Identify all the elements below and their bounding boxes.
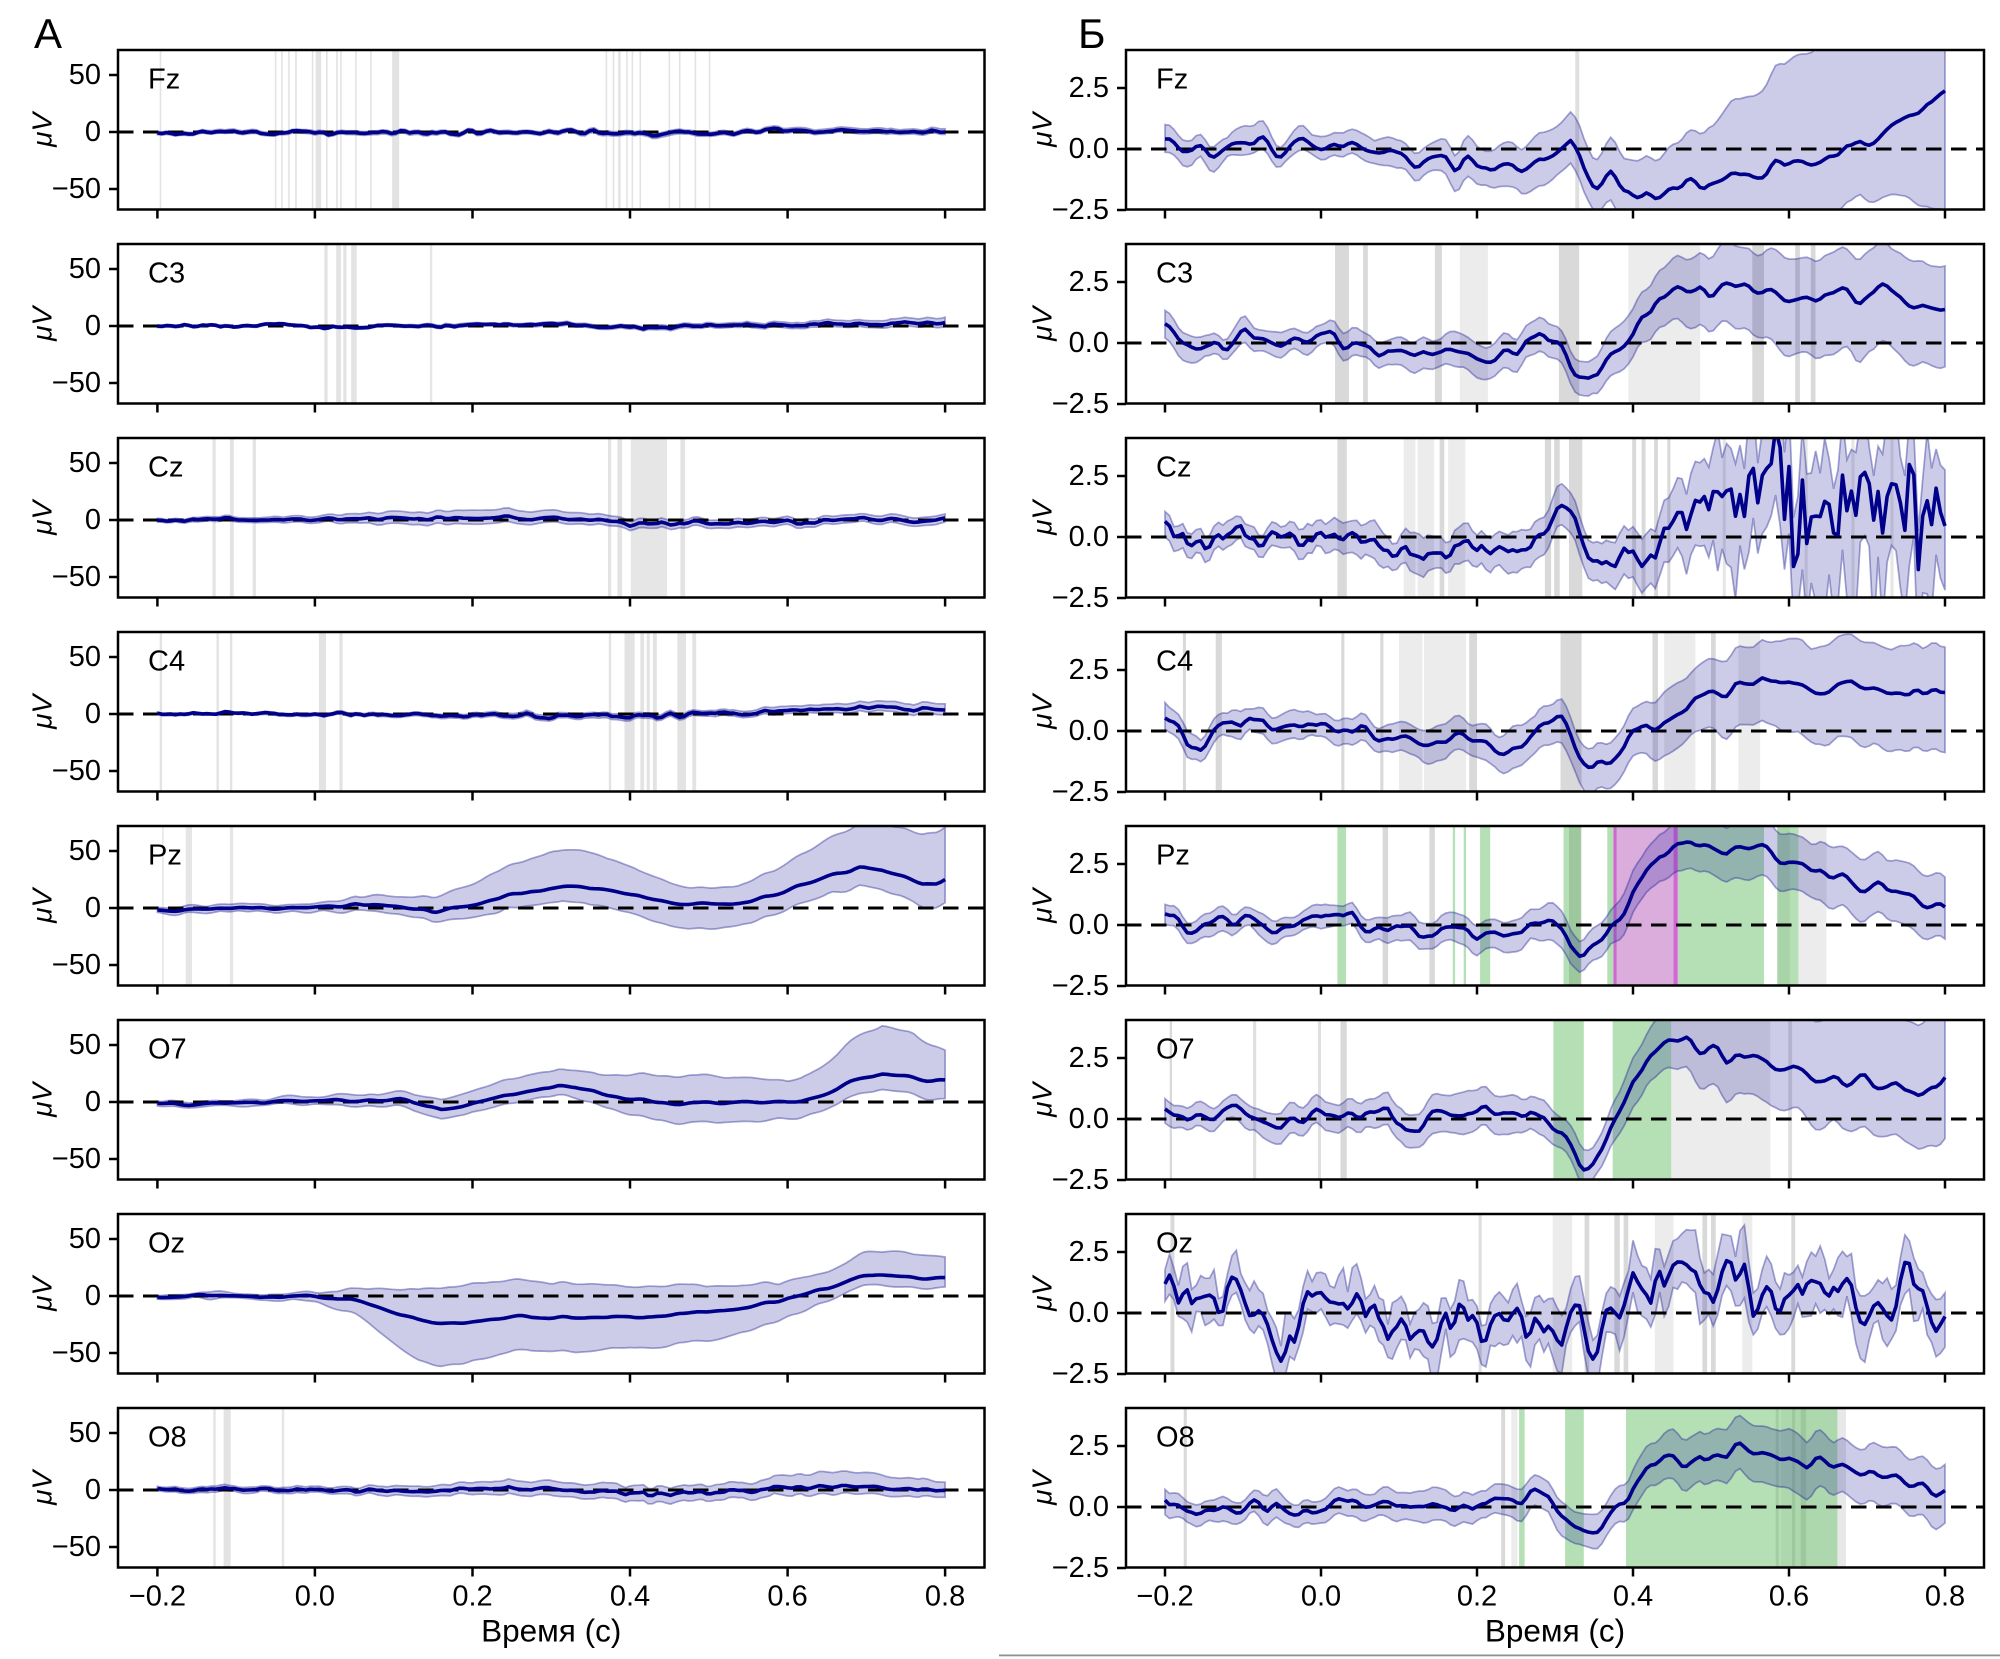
- svg-text:Oz: Oz: [148, 1228, 185, 1260]
- svg-text:Fz: Fz: [1156, 64, 1188, 96]
- svg-text:0: 0: [85, 1086, 101, 1118]
- svg-text:μV: μV: [1027, 304, 1058, 341]
- svg-text:μV: μV: [1027, 1468, 1058, 1505]
- svg-text:−0.2: −0.2: [129, 1581, 186, 1613]
- svg-text:0: 0: [85, 1280, 101, 1312]
- svg-text:0.0: 0.0: [1069, 1103, 1109, 1135]
- svg-text:0.0: 0.0: [1069, 521, 1109, 553]
- svg-text:−2.5: −2.5: [1052, 194, 1109, 226]
- svg-text:0.0: 0.0: [1069, 909, 1109, 941]
- svg-text:50: 50: [69, 1223, 101, 1255]
- svg-text:0: 0: [85, 504, 101, 536]
- svg-text:Fz: Fz: [148, 64, 180, 96]
- svg-text:Б: Б: [1078, 10, 1106, 57]
- svg-text:−2.5: −2.5: [1052, 1552, 1109, 1584]
- svg-text:Cz: Cz: [148, 452, 183, 484]
- svg-text:50: 50: [69, 641, 101, 673]
- svg-text:Pz: Pz: [1156, 840, 1190, 872]
- svg-text:0.8: 0.8: [1925, 1581, 1965, 1613]
- svg-text:μV: μV: [27, 304, 58, 341]
- svg-text:μV: μV: [1027, 498, 1058, 535]
- svg-text:0.8: 0.8: [925, 1581, 965, 1613]
- svg-text:0: 0: [85, 698, 101, 730]
- svg-text:2.5: 2.5: [1069, 1236, 1109, 1268]
- svg-text:0.0: 0.0: [295, 1581, 335, 1613]
- svg-text:50: 50: [69, 835, 101, 867]
- svg-text:Cz: Cz: [1156, 452, 1191, 484]
- svg-text:−2.5: −2.5: [1052, 1358, 1109, 1390]
- svg-text:−50: −50: [52, 561, 101, 593]
- svg-text:μV: μV: [1027, 1274, 1058, 1311]
- svg-text:μV: μV: [1027, 692, 1058, 729]
- svg-text:μV: μV: [27, 1080, 58, 1117]
- svg-text:μV: μV: [27, 1274, 58, 1311]
- svg-text:−50: −50: [52, 1337, 101, 1369]
- svg-text:−50: −50: [52, 367, 101, 399]
- svg-text:μV: μV: [27, 498, 58, 535]
- svg-text:Oz: Oz: [1156, 1228, 1193, 1260]
- svg-text:−50: −50: [52, 949, 101, 981]
- svg-text:Pz: Pz: [148, 840, 182, 872]
- svg-text:50: 50: [69, 1029, 101, 1061]
- svg-text:50: 50: [69, 253, 101, 285]
- svg-text:μV: μV: [27, 1468, 58, 1505]
- svg-text:C3: C3: [148, 258, 185, 290]
- svg-text:Время (с): Время (с): [1485, 1613, 1625, 1649]
- svg-text:0.0: 0.0: [1069, 1491, 1109, 1523]
- svg-text:2.5: 2.5: [1069, 1430, 1109, 1462]
- svg-text:Время (с): Время (с): [481, 1613, 621, 1649]
- svg-text:2.5: 2.5: [1069, 72, 1109, 104]
- svg-text:−50: −50: [52, 1143, 101, 1175]
- svg-text:0.0: 0.0: [1069, 1297, 1109, 1329]
- svg-text:μV: μV: [27, 692, 58, 729]
- svg-text:−50: −50: [52, 755, 101, 787]
- svg-text:O7: O7: [1156, 1034, 1195, 1066]
- svg-text:0: 0: [85, 310, 101, 342]
- svg-text:O8: O8: [148, 1422, 187, 1454]
- svg-text:50: 50: [69, 447, 101, 479]
- svg-text:O8: O8: [1156, 1422, 1195, 1454]
- svg-text:C4: C4: [148, 646, 185, 678]
- svg-text:0: 0: [85, 1474, 101, 1506]
- svg-text:0.0: 0.0: [1069, 133, 1109, 165]
- svg-text:0.6: 0.6: [1769, 1581, 1809, 1613]
- svg-text:−2.5: −2.5: [1052, 1164, 1109, 1196]
- svg-text:μV: μV: [1027, 1080, 1058, 1117]
- svg-text:2.5: 2.5: [1069, 1042, 1109, 1074]
- svg-text:−2.5: −2.5: [1052, 388, 1109, 420]
- svg-text:C4: C4: [1156, 646, 1193, 678]
- svg-text:−2.5: −2.5: [1052, 970, 1109, 1002]
- svg-text:0.2: 0.2: [452, 1581, 492, 1613]
- svg-text:C3: C3: [1156, 258, 1193, 290]
- svg-text:2.5: 2.5: [1069, 654, 1109, 686]
- svg-text:0.0: 0.0: [1069, 715, 1109, 747]
- svg-text:0.4: 0.4: [610, 1581, 650, 1613]
- svg-text:−2.5: −2.5: [1052, 776, 1109, 808]
- svg-text:μV: μV: [1027, 110, 1058, 147]
- svg-text:50: 50: [69, 59, 101, 91]
- svg-text:μV: μV: [27, 886, 58, 923]
- svg-text:−50: −50: [52, 173, 101, 205]
- svg-text:0.4: 0.4: [1613, 1581, 1653, 1613]
- svg-text:0.6: 0.6: [767, 1581, 807, 1613]
- svg-text:O7: O7: [148, 1034, 187, 1066]
- svg-text:50: 50: [69, 1417, 101, 1449]
- svg-text:2.5: 2.5: [1069, 460, 1109, 492]
- svg-text:0: 0: [85, 892, 101, 924]
- svg-text:0.2: 0.2: [1457, 1581, 1497, 1613]
- svg-text:μV: μV: [27, 110, 58, 147]
- svg-text:−2.5: −2.5: [1052, 582, 1109, 614]
- svg-text:0.0: 0.0: [1069, 327, 1109, 359]
- svg-text:−0.2: −0.2: [1136, 1581, 1193, 1613]
- svg-text:−50: −50: [52, 1531, 101, 1563]
- svg-text:μV: μV: [1027, 886, 1058, 923]
- svg-text:0.0: 0.0: [1301, 1581, 1341, 1613]
- svg-text:А: А: [34, 10, 62, 57]
- svg-text:2.5: 2.5: [1069, 266, 1109, 298]
- svg-text:0: 0: [85, 116, 101, 148]
- svg-text:2.5: 2.5: [1069, 848, 1109, 880]
